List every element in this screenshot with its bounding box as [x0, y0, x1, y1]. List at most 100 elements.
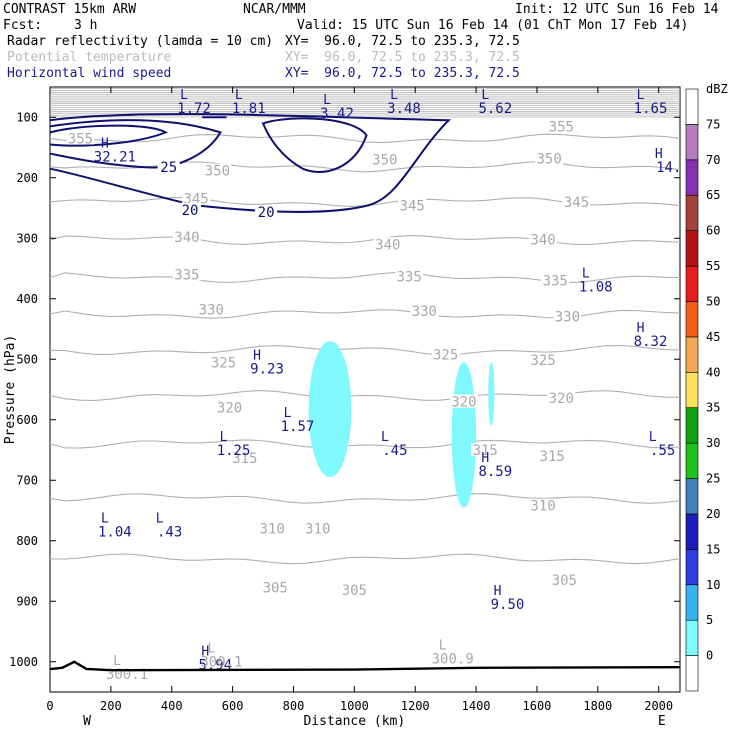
- low-marker: L: [381, 430, 389, 445]
- theta-label-340: 340: [174, 230, 199, 246]
- field-theta-xy: XY= 96.0, 72.5 to 235.3, 72.5: [285, 50, 520, 65]
- wind-contour-25: [49, 119, 222, 169]
- wind-label-20: 20: [258, 205, 275, 221]
- high-marker: H: [201, 645, 209, 660]
- theta-label-345: 345: [564, 195, 589, 211]
- extremum-value: 300.9: [432, 652, 474, 668]
- colorbar-swatch: [685, 301, 699, 338]
- theta-label-340: 340: [375, 237, 400, 253]
- colorbar-label: 10: [706, 578, 720, 592]
- colorbar-label: 35: [706, 401, 720, 415]
- colorbar-label: 20: [706, 507, 720, 521]
- extremum-value: 5.62: [478, 101, 512, 117]
- theta-label-320: 320: [549, 391, 574, 407]
- y-tick-label: 1000: [9, 655, 38, 669]
- extremum-value: 1.57: [281, 419, 315, 435]
- x-tick-label: 2000: [644, 699, 673, 713]
- colorbar-swatch: [685, 478, 699, 515]
- theta-label-bg: [538, 449, 567, 463]
- extremum-value: 1.81: [232, 101, 266, 117]
- low-marker: L: [649, 430, 657, 445]
- theta-label-bg: [340, 582, 369, 596]
- extremum-value: 8.32: [634, 334, 668, 350]
- low-marker: L: [235, 88, 243, 103]
- x-axis-title: Distance (km): [303, 714, 405, 729]
- fcst-value: 3 h: [74, 18, 98, 33]
- theta-label-bg: [562, 194, 591, 208]
- reflectivity-cell-2: [451, 362, 477, 508]
- theta-contour-350: [49, 161, 681, 173]
- theta-contour-335: [49, 272, 681, 284]
- theta-label-bg: [529, 232, 558, 246]
- theta-label-325: 325: [211, 355, 236, 371]
- extremum-value: 32.21: [94, 150, 136, 166]
- theta-label-bg: [410, 303, 439, 317]
- y-tick-label: 500: [16, 352, 38, 366]
- y-tick-label: 800: [16, 534, 38, 548]
- terrain-surface: [49, 660, 681, 672]
- theta-label-350: 350: [372, 153, 397, 169]
- theta-label-310: 310: [530, 499, 555, 515]
- extremum-value: 3.48: [387, 101, 421, 117]
- colorbar-label: 50: [706, 294, 720, 308]
- colorbar-label: 65: [706, 188, 720, 202]
- theta-label-bg: [553, 309, 582, 323]
- theta-label-bg: [172, 267, 201, 281]
- low-marker: L: [323, 93, 331, 108]
- y-tick-label: 300: [16, 231, 38, 245]
- extremum-value: .55: [650, 443, 675, 459]
- theta-label-bg: [398, 198, 427, 212]
- low-marker: L: [180, 88, 188, 103]
- theta-label-bg: [230, 450, 259, 464]
- y-tick-label: 100: [16, 110, 38, 124]
- y-tick-label: 200: [16, 171, 38, 185]
- theta-label-315: 315: [232, 451, 257, 467]
- wind-contour-30: [49, 124, 168, 147]
- theta-label-bg: [373, 237, 402, 251]
- colorbar-label: 0: [706, 649, 713, 663]
- theta-label-bg: [66, 131, 95, 145]
- theta-label-335: 335: [396, 269, 421, 285]
- low-marker: L: [207, 642, 215, 657]
- x-tick-label: 0: [46, 699, 53, 713]
- theta-label-bg: [395, 269, 424, 283]
- init-time: Init: 12 UTC Sun 16 Feb 14: [515, 2, 719, 17]
- theta-label-bg: [215, 400, 244, 414]
- theta-label-330: 330: [412, 304, 437, 320]
- theta-label-bg: [529, 352, 558, 366]
- low-marker: L: [284, 406, 292, 421]
- org-label: NCAR/MMM: [243, 2, 306, 17]
- colorbar-swatch: [685, 371, 699, 409]
- theta-label-bg: [182, 191, 211, 205]
- extremum-value: 14.: [656, 160, 681, 176]
- colorbar-label: 75: [706, 117, 720, 131]
- extremum-value: 3.42: [320, 106, 354, 122]
- colorbar-swatch: [685, 407, 699, 444]
- wind-label-bg: [157, 159, 180, 173]
- colorbar-label: 30: [706, 436, 720, 450]
- theta-label-355: 355: [68, 131, 93, 147]
- extremum-value: 1.72: [177, 101, 211, 117]
- y-tick-label: 400: [16, 292, 38, 306]
- theta-label-315: 315: [540, 449, 565, 465]
- theta-label-330: 330: [199, 303, 224, 319]
- x-tick-label: 1400: [462, 699, 491, 713]
- field-wind-xy: XY= 96.0, 72.5 to 235.3, 72.5: [285, 66, 520, 81]
- extremum-value: 1.08: [579, 280, 613, 296]
- theta-label-310: 310: [305, 522, 330, 538]
- field-theta-name: Potential temperature: [7, 50, 172, 65]
- theta-label-bg: [431, 347, 460, 361]
- colorbar-swatch: [685, 124, 699, 161]
- y-tick-label: 700: [16, 473, 38, 487]
- theta-label-325: 325: [433, 347, 458, 363]
- wind-contour-20: [49, 113, 452, 213]
- wind-contour-25-core: [261, 117, 368, 173]
- x-tick-label: 200: [100, 699, 122, 713]
- wind-label-25: 25: [160, 160, 177, 176]
- theta-label-320: 320: [217, 401, 242, 417]
- theta-label-305: 305: [342, 583, 367, 599]
- low-marker: L: [439, 639, 447, 654]
- colorbar-swatch: [685, 88, 699, 125]
- colorbar-label: 55: [706, 259, 720, 273]
